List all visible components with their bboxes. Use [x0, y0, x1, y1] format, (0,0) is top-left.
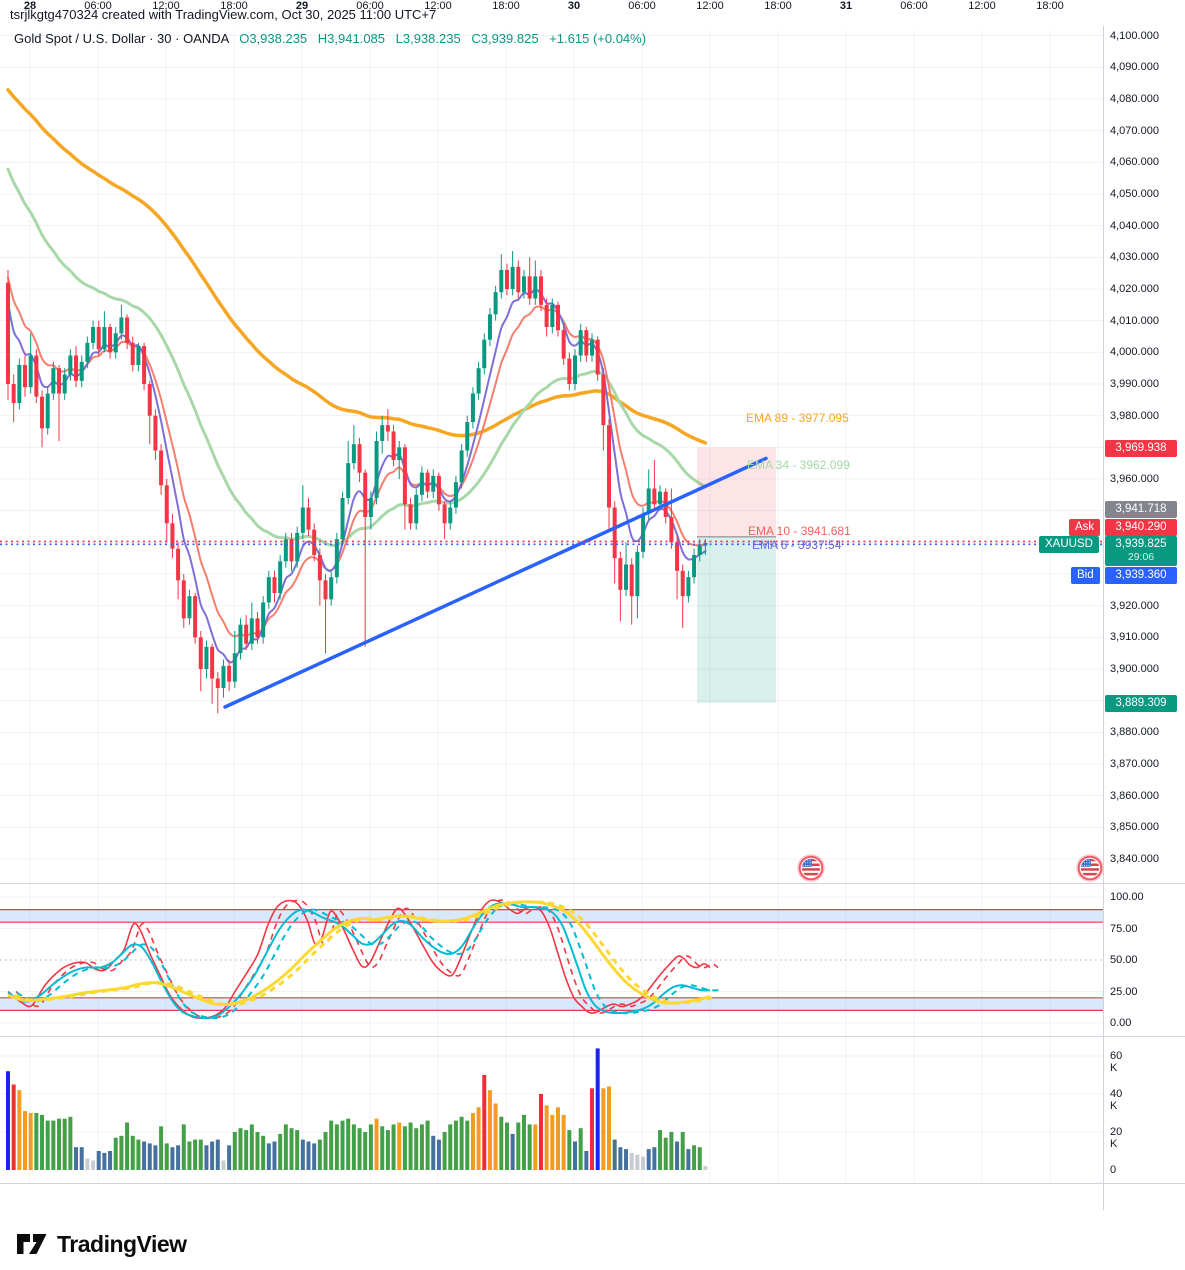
price-tick-label: 3,840.000 [1110, 853, 1159, 865]
price-tick-label: 3,960.000 [1110, 473, 1159, 485]
watermark-attribution: tsrjlkgtg470324 created with TradingView… [10, 7, 437, 22]
volume-tick-label: 0 [1110, 1164, 1117, 1176]
stochastic-lines [7, 899, 720, 1020]
last-price-badge: 3,939.825 29:06 [1105, 536, 1177, 566]
high-value: H3,941.085 [317, 31, 386, 46]
time-tick-label: 28 [23, 0, 37, 12]
time-tick-label: 18:00 [220, 0, 248, 12]
open-value: O3,938.235 [239, 31, 308, 46]
time-tick-label: 12:00 [696, 0, 724, 12]
price-tick-label: 3,980.000 [1110, 409, 1159, 422]
time-tick-label: 12:00 [152, 0, 180, 12]
grid-lines [0, 30, 1104, 1182]
ema89-legend: EMA 89 - 3977.095 [746, 411, 849, 425]
last-price-value: 3,939.825 [1115, 538, 1167, 550]
price-tick-label: 3,990.000 [1110, 377, 1159, 390]
bid-price-badge: 3,939.360 [1105, 567, 1177, 584]
time-tick-label: 06:00 [356, 0, 384, 12]
ema-curves [6, 88, 708, 664]
target-price-badge: 3,889.309 [1105, 695, 1177, 712]
price-tick-label: 3,850.000 [1110, 821, 1159, 834]
tradingview-logo-icon [17, 1234, 47, 1254]
oscillator-tick-label: 25.00 [1110, 985, 1138, 998]
symbol-title: Gold Spot / U.S. Dollar · 30 · OANDA [14, 31, 229, 46]
time-tick-label: 12:00 [968, 0, 996, 12]
time-tick-label: 29 [295, 0, 309, 12]
bid-label-badge: Bid [1071, 567, 1100, 584]
change-value: +1.615 (+0.04%) [549, 31, 647, 46]
volume-tick-label: 60 K [1110, 1050, 1123, 1074]
ema6-legend: EMA 6 - 3937.54 [752, 538, 842, 552]
volume-bars [6, 1048, 708, 1170]
price-tick-label: 4,100.000 [1110, 29, 1159, 42]
entry-price-badge: 3,941.718 [1105, 501, 1177, 518]
oscillator-tick-label: 0.00 [1110, 1017, 1132, 1029]
time-tick-label: 30 [567, 0, 581, 12]
time-tick-label: 12:00 [424, 0, 452, 12]
price-tick-label: 3,900.000 [1110, 663, 1159, 675]
time-tick-label: 06:00 [628, 0, 656, 12]
symbol-legend[interactable]: Gold Spot / U.S. Dollar · 30 · OANDA O3,… [14, 31, 646, 46]
volume-tick-label: 20 K [1110, 1126, 1123, 1150]
price-tick-label: 3,860.000 [1110, 789, 1159, 802]
price-tick-label: 4,080.000 [1110, 92, 1159, 105]
oscillator-tick-label: 100.00 [1110, 891, 1144, 903]
price-tick-label: 4,070.000 [1110, 124, 1159, 137]
ask-price-badge: 3,940.290 [1105, 519, 1177, 536]
close-value: C3,939.825 [471, 31, 539, 46]
trendline[interactable] [223, 456, 768, 709]
ema34-legend: EMA 34 - 3962.099 [747, 458, 850, 472]
bar-countdown: 29:06 [1127, 551, 1155, 563]
price-tick-label: 3,920.000 [1110, 599, 1159, 612]
us-flag-event-icon[interactable] [1076, 854, 1104, 882]
time-tick-label: 06:00 [900, 0, 928, 12]
price-tick-label: 4,040.000 [1110, 219, 1159, 232]
volume-tick-label: 40 K [1110, 1088, 1123, 1112]
ema10-legend: EMA 10 - 3941.681 [748, 524, 851, 538]
time-tick-label: 31 [839, 0, 853, 12]
stop-price-badge: 3,969.938 [1105, 440, 1177, 457]
oscillator-tick-label: 75.00 [1110, 922, 1138, 935]
oscillator-bands [0, 908, 1104, 1012]
price-tick-label: 4,050.000 [1110, 187, 1159, 200]
time-tick-label: 18:00 [492, 0, 520, 12]
price-tick-label: 4,030.000 [1110, 251, 1159, 264]
oscillator-tick-label: 50.00 [1110, 954, 1138, 966]
time-tick-label: 18:00 [764, 0, 792, 12]
price-tick-label: 4,020.000 [1110, 282, 1159, 295]
price-tick-label: 4,090.000 [1110, 61, 1159, 74]
symbol-label-badge: XAUUSD [1039, 536, 1099, 553]
low-value: L3,938.235 [395, 31, 461, 46]
time-tick-label: 06:00 [84, 0, 112, 12]
price-tick-label: 4,000.000 [1110, 346, 1159, 359]
ask-label-badge: Ask [1069, 519, 1101, 536]
price-tick-label: 3,910.000 [1110, 631, 1159, 644]
time-tick-label: 18:00 [1036, 0, 1064, 12]
price-tick-label: 3,880.000 [1110, 726, 1159, 739]
price-tick-label: 3,870.000 [1110, 758, 1159, 770]
price-tick-label: 4,010.000 [1110, 314, 1159, 327]
tradingview-logo-text: TradingView [57, 1230, 187, 1257]
short-position-tool[interactable] [697, 447, 776, 703]
tradingview-logo[interactable]: TradingView [16, 1230, 187, 1258]
us-flag-event-icon[interactable] [797, 854, 825, 882]
price-tick-label: 4,060.000 [1110, 156, 1159, 169]
